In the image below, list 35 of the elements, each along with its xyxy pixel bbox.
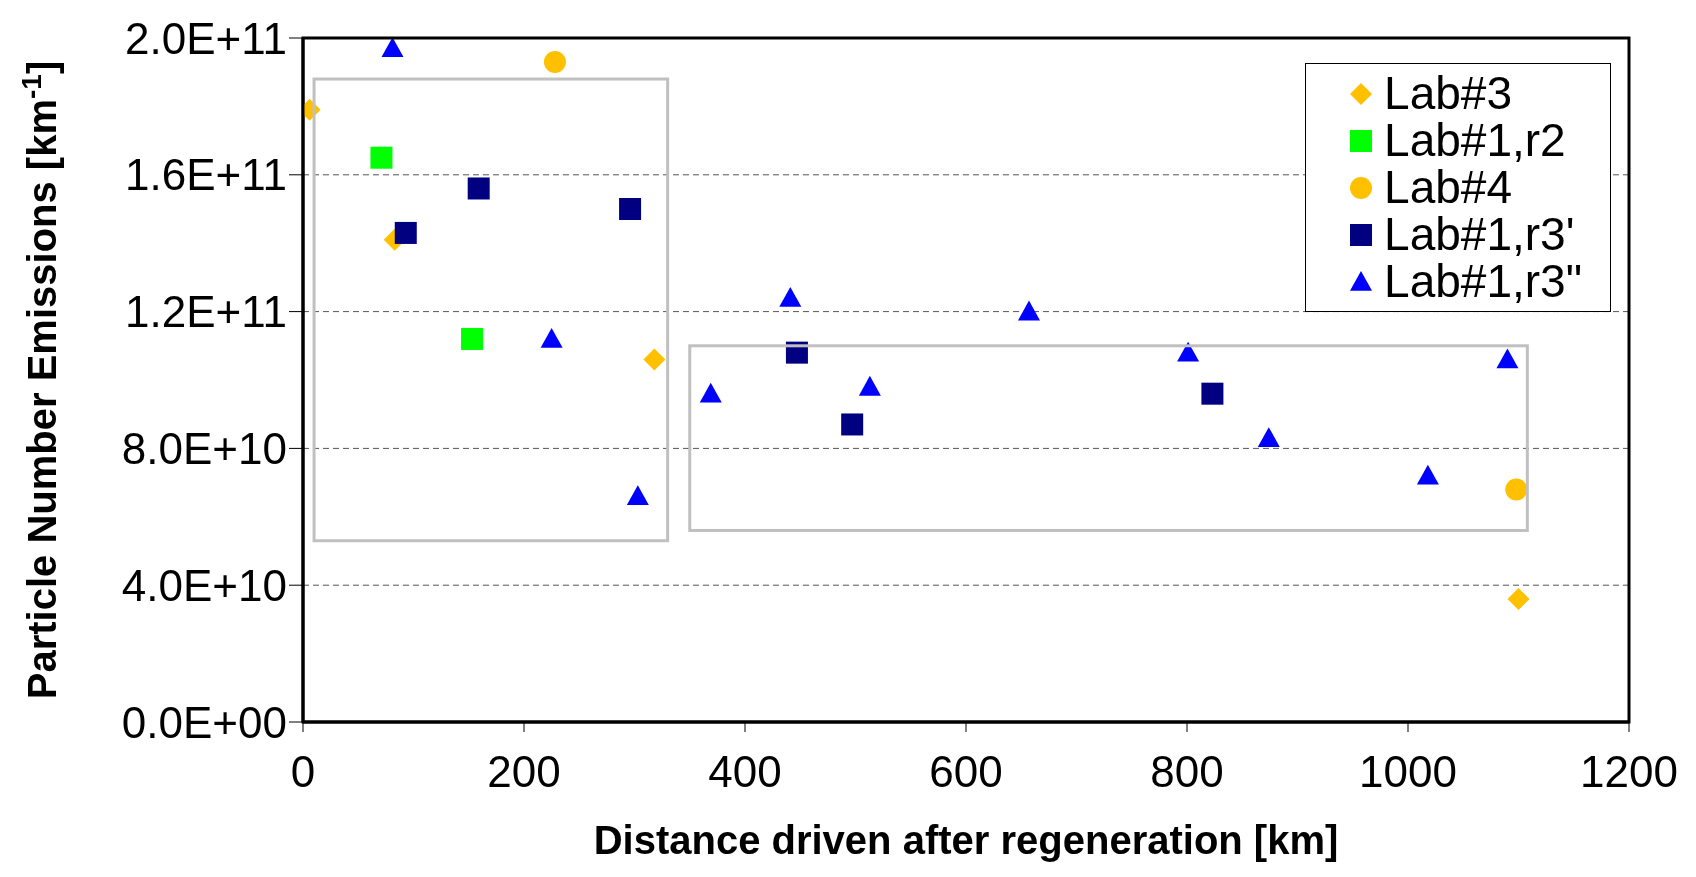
- y-tick-label: 8.0E+10: [121, 424, 287, 474]
- y-tick-label: 1.6E+11: [125, 150, 287, 200]
- point: [1416, 464, 1439, 485]
- point: [619, 198, 642, 220]
- x-axis-title: Distance driven after regeneration [km]: [593, 818, 1339, 862]
- point: [381, 38, 404, 58]
- y-tick-label: 0.0E+00: [121, 697, 287, 747]
- point: [1507, 587, 1530, 610]
- x-tick-label: 0: [290, 747, 316, 797]
- point: [1496, 348, 1519, 369]
- x-tick-label: 1000: [1359, 747, 1457, 797]
- point: [779, 286, 802, 307]
- point: [1017, 300, 1040, 321]
- x-tick-label: 600: [929, 747, 1003, 797]
- point: [1505, 478, 1528, 501]
- point: [643, 348, 666, 371]
- point: [540, 327, 563, 348]
- point: [1257, 427, 1280, 447]
- x-tick-label: 200: [487, 747, 561, 797]
- point: [626, 485, 649, 506]
- x-tick-label: 800: [1150, 747, 1224, 797]
- y-tick-label: 1.2E+11: [125, 287, 287, 337]
- x-tick-label: 1200: [1580, 747, 1678, 797]
- point: [1201, 382, 1224, 405]
- point: [543, 50, 566, 73]
- point: [841, 413, 864, 436]
- point: [370, 146, 393, 169]
- point: [394, 221, 417, 244]
- point: [858, 375, 881, 396]
- point: [461, 327, 484, 350]
- point: [467, 177, 490, 200]
- point: [699, 382, 722, 403]
- x-tick-label: 400: [708, 747, 782, 797]
- y-tick-label: 4.0E+10: [121, 560, 287, 610]
- y-tick-label: 2.0E+11: [125, 13, 287, 63]
